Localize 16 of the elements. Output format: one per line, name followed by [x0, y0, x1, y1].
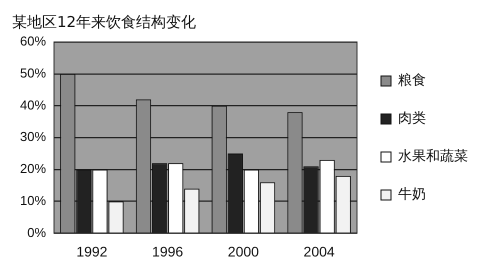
y-tick-label: 40%: [20, 97, 46, 112]
x-tick-label: 1992: [76, 243, 108, 260]
y-tick-label: 30%: [20, 129, 46, 144]
legend-label: 肉类: [398, 110, 426, 127]
y-tick-label: 0%: [27, 224, 46, 240]
y-tick-label: 50%: [20, 65, 46, 80]
x-tick-label: 2000: [228, 243, 260, 260]
chart-title: 某地区12年来饮食结构变化: [12, 12, 196, 31]
y-tick-label: 20%: [20, 161, 46, 176]
legend-label: 粮食: [398, 72, 426, 89]
legend-label: 水果和蔬菜: [398, 148, 468, 165]
x-tick-label: 1996: [152, 243, 184, 260]
y-tick-label: 60%: [20, 34, 46, 49]
legend-label: 牛奶: [398, 186, 426, 203]
y-tick-label: 10%: [20, 192, 46, 208]
x-tick-label: 2004: [304, 243, 335, 260]
